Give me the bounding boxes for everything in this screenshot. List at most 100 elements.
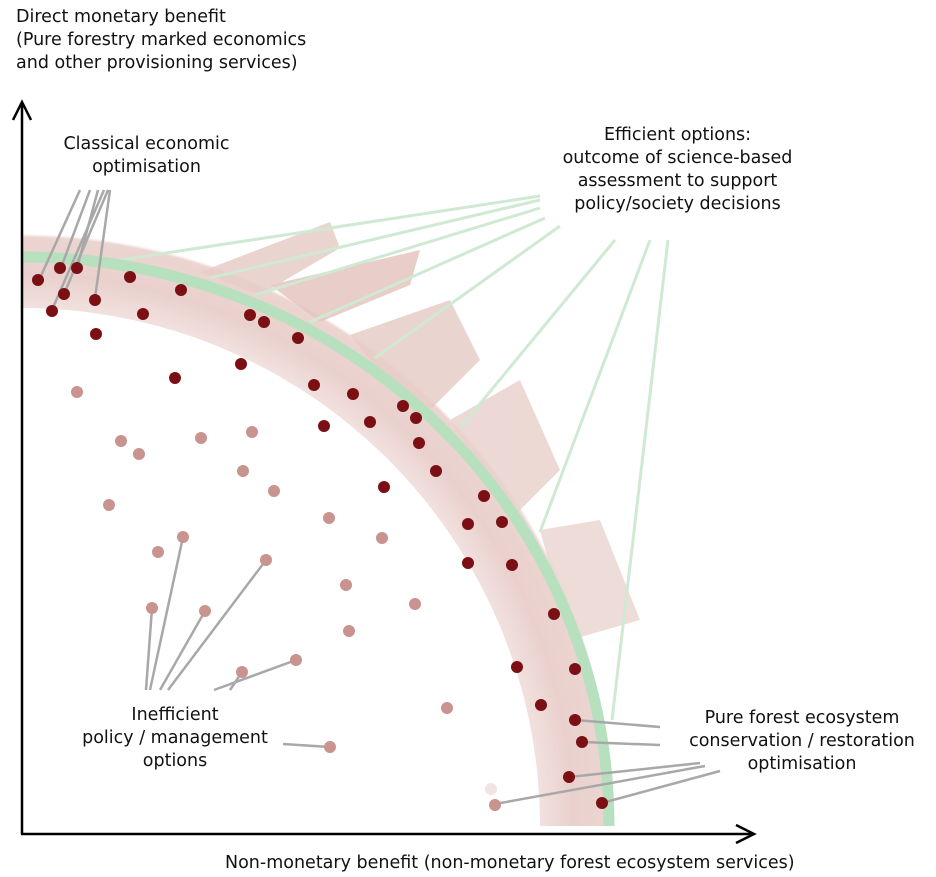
efficient-point	[54, 262, 66, 274]
inefficient-point	[199, 605, 211, 617]
efficient-point	[548, 608, 560, 620]
inefficient-point	[441, 702, 453, 714]
efficient-points	[32, 262, 608, 809]
y-axis-label-line-1: Direct monetary benefit	[16, 7, 226, 27]
inefficient-point	[268, 485, 280, 497]
ineff-leader-4	[167, 559, 267, 691]
efficient-point	[124, 271, 136, 283]
y-axis-label-line-3: and other provisioning services)	[16, 53, 298, 73]
inefficient-point	[290, 654, 302, 666]
cons-leader-1	[574, 718, 661, 729]
classical-leader-1	[38, 189, 82, 279]
efficient-point	[569, 663, 581, 675]
ineff-leader-3	[158, 610, 207, 691]
efficient-point	[462, 518, 474, 530]
y-axis-label: Direct monetary benefit (Pure forestry m…	[16, 6, 306, 75]
efficient-point	[397, 400, 409, 412]
ineff-leader-1	[144, 607, 154, 691]
wedge-2	[270, 250, 420, 322]
efficient-point	[347, 388, 359, 400]
efficient-point	[46, 305, 58, 317]
efficient-point	[569, 714, 581, 726]
efficient-point	[71, 262, 83, 274]
inefficient-point	[237, 465, 249, 477]
efficient-point	[413, 437, 425, 449]
efficient-leader-8	[610, 239, 670, 721]
efficient-options-label: Efficient options: outcome of science-ba…	[520, 124, 835, 216]
efficient-point	[563, 771, 575, 783]
efficient-leader-2	[209, 198, 541, 280]
inefficient-label-line-1: Inefficient	[131, 705, 219, 725]
efficient-point	[378, 481, 390, 493]
efficient-point	[535, 699, 547, 711]
classical-leader-6	[93, 189, 112, 299]
efficient-point	[410, 412, 422, 424]
y-axis-arrow	[11, 99, 33, 121]
inefficient-point	[195, 432, 207, 444]
inefficient-point	[340, 579, 352, 591]
classical-label-line-1: Classical economic	[63, 134, 230, 154]
efficient-point	[175, 284, 187, 296]
inefficient-point	[489, 799, 501, 811]
inefficient-point	[133, 448, 145, 460]
inefficient-label-line-3: options	[142, 751, 208, 771]
efficient-point	[478, 490, 490, 502]
efficient-point	[235, 358, 247, 370]
efficient-label-line-4: policy/society decisions	[574, 194, 781, 214]
inefficient-options-label: Inefficient policy / management options	[58, 704, 292, 773]
classical-leader-5	[62, 189, 110, 295]
efficient-leader-6	[458, 239, 617, 429]
inefficient-points	[71, 386, 501, 811]
wedge-4	[450, 380, 560, 520]
inefficient-point	[485, 783, 497, 795]
inefficient-point	[260, 554, 272, 566]
efficient-leader-3	[254, 206, 541, 297]
efficient-point	[576, 736, 588, 748]
efficient-point	[506, 559, 518, 571]
conservation-label-line-2: conservation / restoration	[689, 731, 915, 751]
efficient-leader-4	[309, 216, 546, 324]
efficient-leaders	[119, 194, 670, 721]
y-axis-label-line-2: (Pure forestry marked economics	[16, 30, 307, 50]
efficient-label-line-3: assessment to support	[577, 171, 778, 191]
x-axis-arrow	[735, 823, 757, 845]
efficient-point	[137, 308, 149, 320]
inefficient-point	[103, 499, 115, 511]
cons-leader-3	[568, 761, 701, 779]
inefficient-point	[376, 532, 388, 544]
x-axis-label: Non-monetary benefit (non-monetary fores…	[225, 853, 795, 873]
efficient-label-line-2: outcome of science-based	[562, 148, 793, 168]
efficient-point	[244, 309, 256, 321]
inefficient-label-line-2: policy / management	[82, 728, 268, 748]
conservation-label-line-1: Pure forest ecosystem	[704, 708, 900, 728]
efficient-leader-5	[374, 224, 561, 360]
inefficient-point	[177, 531, 189, 543]
wedge-1	[200, 222, 340, 295]
cons-leader-2	[581, 740, 661, 747]
efficient-point	[308, 379, 320, 391]
cons-leader-4	[494, 764, 706, 806]
classical-label-line-2: optimisation	[92, 157, 201, 177]
ineff-leader-5	[213, 658, 297, 692]
efficient-point	[430, 465, 442, 477]
inefficient-point	[115, 435, 127, 447]
efficient-label-line-1: Efficient options:	[603, 125, 752, 145]
ineff-leader-7	[282, 742, 331, 749]
inefficient-point	[236, 666, 248, 678]
classical-leader-2	[60, 189, 92, 266]
efficient-leader-7	[538, 239, 652, 533]
efficient-leader-1	[119, 194, 541, 262]
inefficient-point	[409, 598, 421, 610]
cons-leader-5	[601, 769, 721, 805]
efficient-point	[462, 557, 474, 569]
conservation-optimisation-label: Pure forest ecosystem conservation / res…	[668, 707, 936, 776]
inefficient-point	[152, 546, 164, 558]
axes	[11, 99, 757, 845]
inefficient-point	[324, 741, 336, 753]
efficient-point	[58, 288, 70, 300]
efficient-frontier-curve	[21, 251, 615, 827]
gray-leaders	[38, 189, 721, 806]
efficient-point	[90, 328, 102, 340]
efficient-point	[89, 294, 101, 306]
